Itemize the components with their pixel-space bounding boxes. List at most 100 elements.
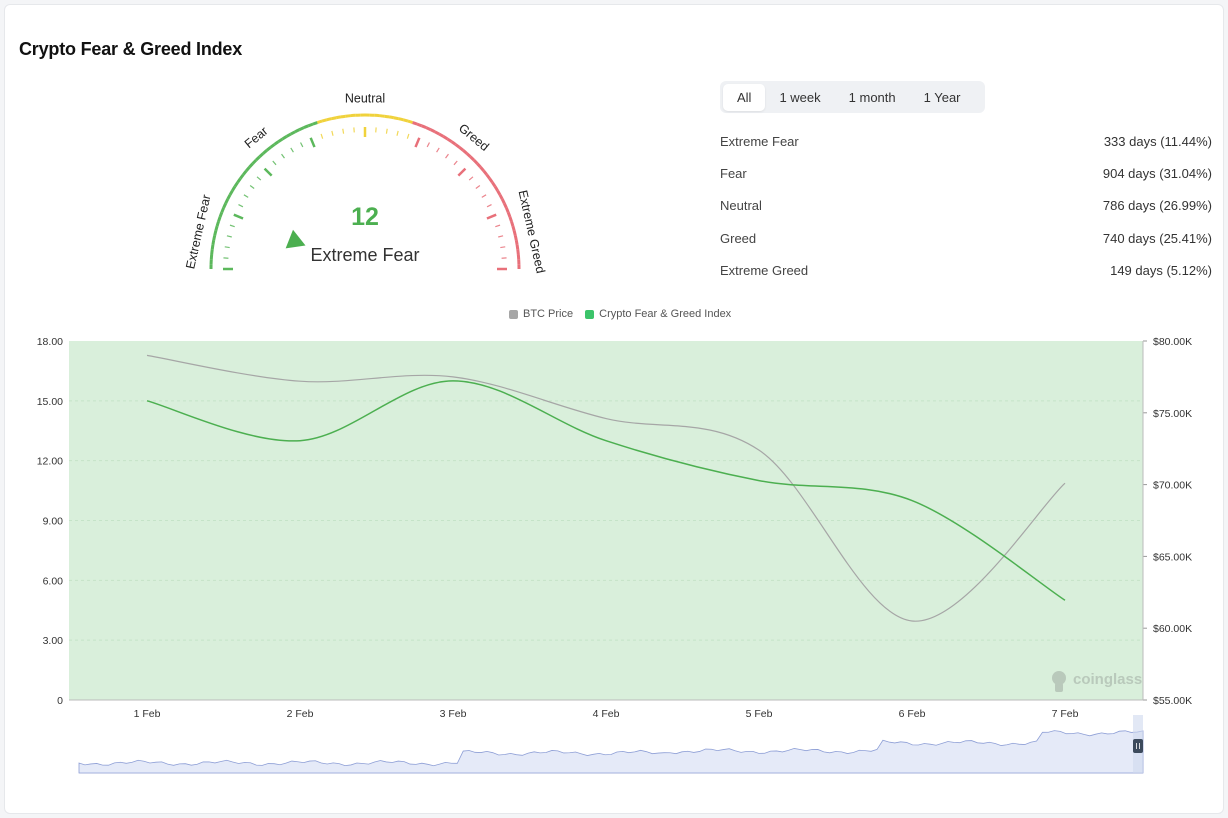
gauge-tick [457,167,467,177]
gauge-arc-segment [218,211,224,218]
gauge-arc-segment [458,146,465,152]
gauge-tick [281,153,285,159]
gauge-arc-segment [245,166,251,172]
gauge-tick [299,142,304,148]
gauge-arc-segment [462,149,468,155]
gauge-arc-segment [465,152,472,158]
gauge-arc-segment [446,137,453,143]
tab-1-year[interactable]: 1 Year [923,89,961,105]
gauge-arc-segment [294,128,301,134]
x-tick-label: 4 Feb [593,708,620,720]
gauge-tick [385,128,388,134]
gauge-arc-segment [312,121,318,126]
y-left-tick-label: 18.00 [37,336,63,348]
stat-value: 786 days (26.99%) [1102,198,1212,214]
stat-value: 740 days (25.41%) [1102,230,1212,246]
gauge-arc-segment [488,177,494,184]
gauge-tick [445,153,449,159]
stat-row-extreme-greed: Extreme Greed 149 days (5.12%) [720,254,1212,286]
gauge-arc-segment [321,118,328,123]
stat-row-greed: Greed 740 days (25.41%) [720,222,1212,254]
gauge-arc-segment [326,117,332,122]
gauge-arc-segment [228,189,234,196]
gauge-tick [224,246,230,249]
gauge-tick [290,147,294,153]
gauge-arc-segment [217,216,222,222]
gauge-tick [309,137,316,148]
gauge-tick [406,133,410,139]
gauge-arc-segment [454,143,461,149]
gauge-arc-segment [510,220,515,227]
stat-label: Greed [720,230,757,246]
gauge-arc-segment [212,235,217,241]
gauge-arc-segment [303,124,309,130]
gauge-arc-segment [472,159,479,165]
gauge-arc-segment [262,149,268,155]
watermark-logo-icon [1055,683,1063,692]
gauge-arc-segment [434,130,440,136]
tab-1-week[interactable]: 1 week [779,89,821,105]
page-title: Crypto Fear & Greed Index [19,39,243,59]
gauge-arc-segment [393,116,399,121]
y-left-tick-label: 6.00 [43,575,64,587]
gauge-tick [453,160,458,166]
fear-greed-line [146,380,1066,601]
x-tick-label: 3 Feb [440,708,467,720]
stat-row-extreme-fear: Extreme Fear 333 days (11.44%) [720,125,1212,157]
gauge-arc-segment [469,155,475,162]
legend-swatch [585,309,595,319]
gauge-tick [396,130,399,136]
gauge-arc-segment [438,132,445,138]
x-tick-label: 2 Feb [287,708,314,720]
gauge-arc-segment [516,249,520,255]
gauge-arc-segment [512,230,517,236]
y-left-tick-label: 9.00 [43,516,64,528]
gauge-tick [263,167,273,177]
btc-price-line [146,354,1066,622]
gauge-arc-segment [482,169,488,176]
watermark: coinglass [1052,671,1142,692]
gauge-arc-segment [485,173,491,180]
stat-value: 149 days (5.12%) [1110,262,1212,278]
fear-greed-card: Crypto Fear & Greed Index Extreme Fear Fe… [4,4,1224,814]
watermark-logo-icon [1052,671,1066,685]
y-left-tick-label: 15.00 [37,396,63,408]
gauge-arc-segment [515,244,520,250]
gauge-arc-segment [222,202,228,209]
gauge-arc-segment [442,135,449,141]
gauge-arc-segment [298,126,305,132]
y-right-tick-label: $70.00K [1153,480,1192,492]
gauge-tick [226,235,232,238]
gauge-arc-segment [255,155,261,162]
legend-item-fear-greed[interactable]: Crypto Fear & Greed Index [585,308,731,320]
stat-label: Extreme Fear [720,133,799,149]
legend-label: Crypto Fear & Greed Index [599,308,732,320]
gauge-arc-segment [277,137,284,143]
gauge-tick [243,194,249,198]
gauge-arc-segment [211,239,216,246]
gauge-arc-segment [514,239,519,246]
gauge-arc-segment [496,189,502,196]
gauge-arc-segment [251,159,258,165]
gauge-arc-segment [504,207,510,213]
tab-1-month[interactable]: 1 month [848,89,896,105]
gauge-arc-segment [384,114,390,119]
navigator-handle[interactable] [1133,739,1143,753]
gauge-zone-label: Neutral [345,91,385,105]
stat-label: Fear [720,165,747,181]
gauge-arc-segment [242,169,248,176]
x-tick-label: 7 Feb [1052,708,1079,720]
gauge-arc-segment [412,121,418,126]
y-right-tick-label: $60.00K [1153,623,1192,635]
gauge-arc-segment [226,194,232,200]
gauge-arc-segment [345,114,351,118]
gauge-arc-segment [425,126,432,132]
gauge-arc-segment [233,181,239,188]
gauge-arc-segment [506,211,512,218]
gauge-arc-segment [398,117,404,122]
tab-all[interactable]: All [723,83,766,111]
gauge-tick [331,130,334,136]
legend-item-btc-price[interactable]: BTC Price [509,308,573,320]
gauge-arc-segment [407,119,414,124]
